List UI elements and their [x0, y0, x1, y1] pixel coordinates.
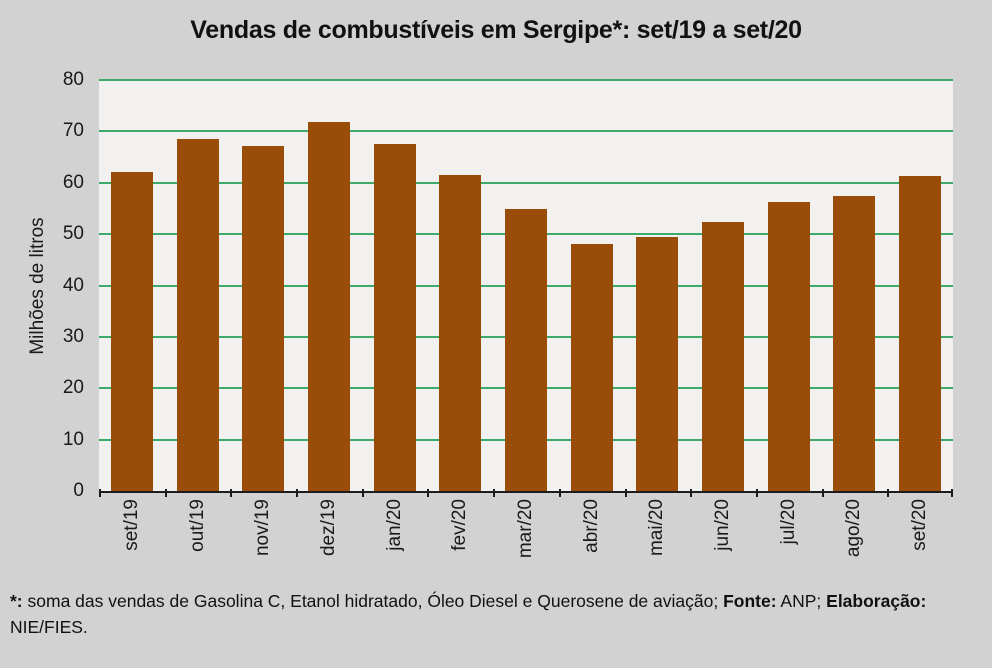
x-tick-label-fev/20: fev/20	[449, 499, 471, 551]
x-axis-tick	[493, 489, 496, 497]
bar-jan/20	[373, 143, 416, 491]
x-axis-tick	[164, 489, 167, 497]
footnote: *: soma das vendas de Gasolina C, Etanol…	[10, 588, 968, 640]
y-tick-label-20: 20	[62, 377, 84, 399]
x-axis-tick	[99, 489, 101, 497]
x-tick-label-jun/20: jun/20	[712, 499, 734, 551]
y-tick-label-50: 50	[62, 223, 84, 245]
x-tick-label-jan/20: jan/20	[383, 499, 405, 551]
x-axis-tick	[755, 489, 758, 497]
x-tick-label-dez/19: dez/19	[317, 499, 339, 557]
x-tick-label-nov/19: nov/19	[252, 499, 274, 557]
chart-title: Vendas de combustíveis em Sergipe*: set/…	[190, 16, 802, 44]
bar-jul/20	[767, 202, 810, 491]
x-axis-tick	[558, 489, 561, 497]
gridline-80	[99, 79, 953, 81]
bar-out/19	[176, 138, 219, 491]
y-tick-label-0: 0	[73, 480, 84, 501]
footnote-bold-segment: Fonte:	[723, 591, 777, 611]
x-tick-label-abr/20: abr/20	[580, 499, 602, 553]
x-axis-tick	[361, 489, 364, 497]
x-tick-label-ago/20: ago/20	[843, 499, 865, 558]
y-tick-label-80: 80	[62, 69, 84, 90]
bar-dez/19	[307, 121, 350, 491]
x-axis-tick	[624, 489, 627, 497]
x-tick-label-set/19: set/19	[120, 499, 142, 551]
x-axis-tick	[887, 489, 890, 497]
footnote-bold-segment: *:	[10, 591, 23, 611]
y-tick-label-10: 10	[62, 428, 84, 450]
x-tick-label-set/20: set/20	[909, 499, 931, 551]
x-tick-label-jul/20: jul/20	[777, 499, 799, 545]
x-axis-tick	[427, 489, 430, 497]
x-tick-label-out/19: out/19	[186, 499, 208, 552]
bar-mar/20	[505, 209, 547, 491]
x-axis-tick	[690, 489, 693, 497]
x-tick-label-mai/20: mai/20	[646, 499, 668, 557]
x-axis-tick	[821, 489, 824, 497]
bar-fev/20	[439, 174, 482, 491]
plot-area	[99, 79, 953, 497]
bar-mai/20	[636, 237, 679, 491]
footnote-bold-segment: Elaboração:	[826, 591, 927, 611]
x-axis-tick	[230, 489, 233, 497]
gridline-60	[99, 181, 953, 184]
x-axis-tick	[296, 489, 299, 497]
gridline-70	[99, 130, 953, 133]
bar-set/20	[899, 176, 942, 491]
bar-abr/20	[570, 244, 613, 491]
y-tick-label-70: 70	[62, 120, 84, 142]
footnote-segment: NIE/FIES.	[10, 617, 88, 637]
x-tick-label-mar/20: mar/20	[515, 499, 536, 559]
bar-jun/20	[702, 221, 745, 491]
y-tick-label-40: 40	[62, 274, 84, 296]
x-axis-tick	[951, 489, 953, 497]
bar-set/19	[110, 172, 153, 491]
footnote-segment: soma das vendas de Gasolina C, Etanol hi…	[22, 591, 724, 611]
bar-ago/20	[833, 195, 876, 491]
footnote-segment: ANP;	[776, 591, 827, 611]
bar-nov/19	[242, 145, 285, 491]
y-tick-label-60: 60	[62, 171, 84, 193]
x-axis-line	[99, 491, 953, 493]
y-tick-label-30: 30	[62, 325, 84, 347]
